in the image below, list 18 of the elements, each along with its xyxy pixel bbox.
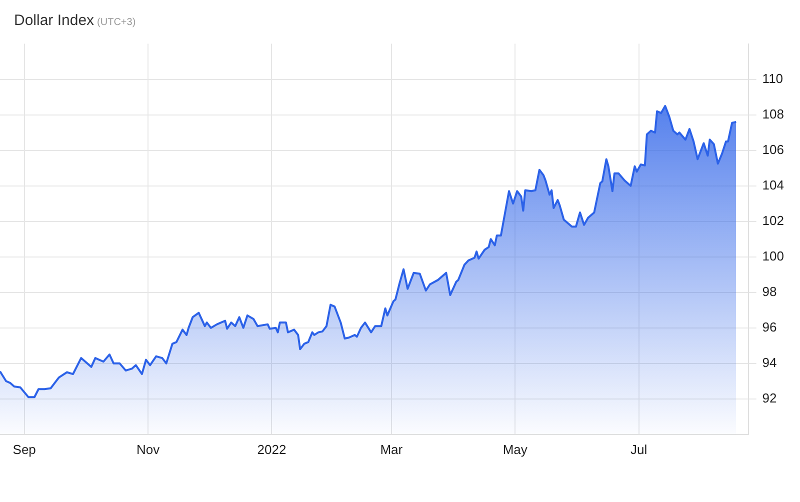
y-tick-label: 102	[762, 212, 784, 228]
y-tick-label: 100	[762, 248, 784, 264]
y-tick-label: 98	[762, 284, 777, 299]
x-tick-label: 2022	[257, 442, 286, 457]
y-tick-label: 92	[762, 390, 777, 406]
x-tick-label: May	[502, 442, 528, 457]
y-tick-label: 96	[762, 319, 777, 334]
x-tick-label: Jul	[630, 442, 648, 457]
y-tick-label: 108	[762, 106, 784, 122]
y-tick-label: 104	[762, 177, 784, 192]
x-tick-label: Sep	[12, 442, 36, 457]
chart-subtitle: (UTC+3)	[97, 17, 136, 28]
y-tick-label: 110	[762, 70, 784, 86]
x-tick-label: Mar	[380, 442, 404, 457]
x-tick-label: Nov	[136, 442, 160, 457]
chart-title: Dollar Index	[14, 12, 94, 29]
y-tick-label: 106	[762, 142, 784, 157]
y-tick-label: 94	[762, 354, 777, 370]
